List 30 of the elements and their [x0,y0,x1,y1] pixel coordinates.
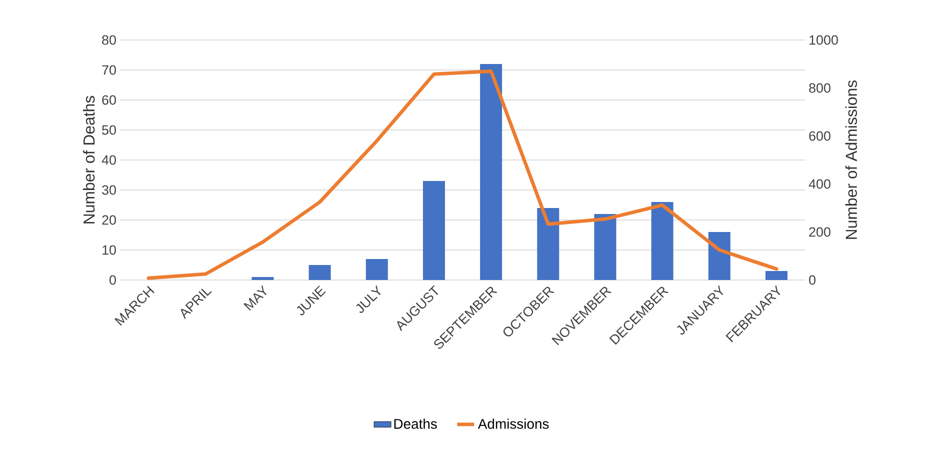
y2-axis-title: Number of Admissions [845,80,857,239]
y-tick-label: 50 [102,125,116,135]
y2-tick-label: 800 [809,83,830,93]
y-tick-label: 70 [102,65,116,75]
y-tick-label: 30 [102,185,116,195]
legend-label: Deaths [394,418,437,429]
bar [366,259,388,280]
bar [480,64,502,280]
bar [252,277,274,280]
bar [422,181,445,280]
legend-label: Admissions [478,418,549,429]
y-tick-label: 10 [102,245,116,255]
y2-tick-label: 200 [809,227,830,237]
y2-tick-label: 400 [808,179,830,189]
y-tick-label: 60 [102,95,116,105]
y-tick-label: 0 [110,275,116,285]
y-tick-label: 40 [102,155,116,165]
bar [765,271,788,280]
bar [308,265,331,280]
y-tick-label: 20 [102,215,116,225]
y2-tick-label: 600 [809,131,830,141]
y2-tick-label: 0 [809,275,816,285]
line-series [146,69,778,280]
y-tick-label: 80 [102,35,116,45]
bar [537,208,560,280]
bar [594,214,616,280]
bar [651,202,674,280]
bar [708,232,730,280]
y2-tick-label: 1000 [810,35,838,45]
y-axis-title: Number of Deaths [82,96,95,224]
